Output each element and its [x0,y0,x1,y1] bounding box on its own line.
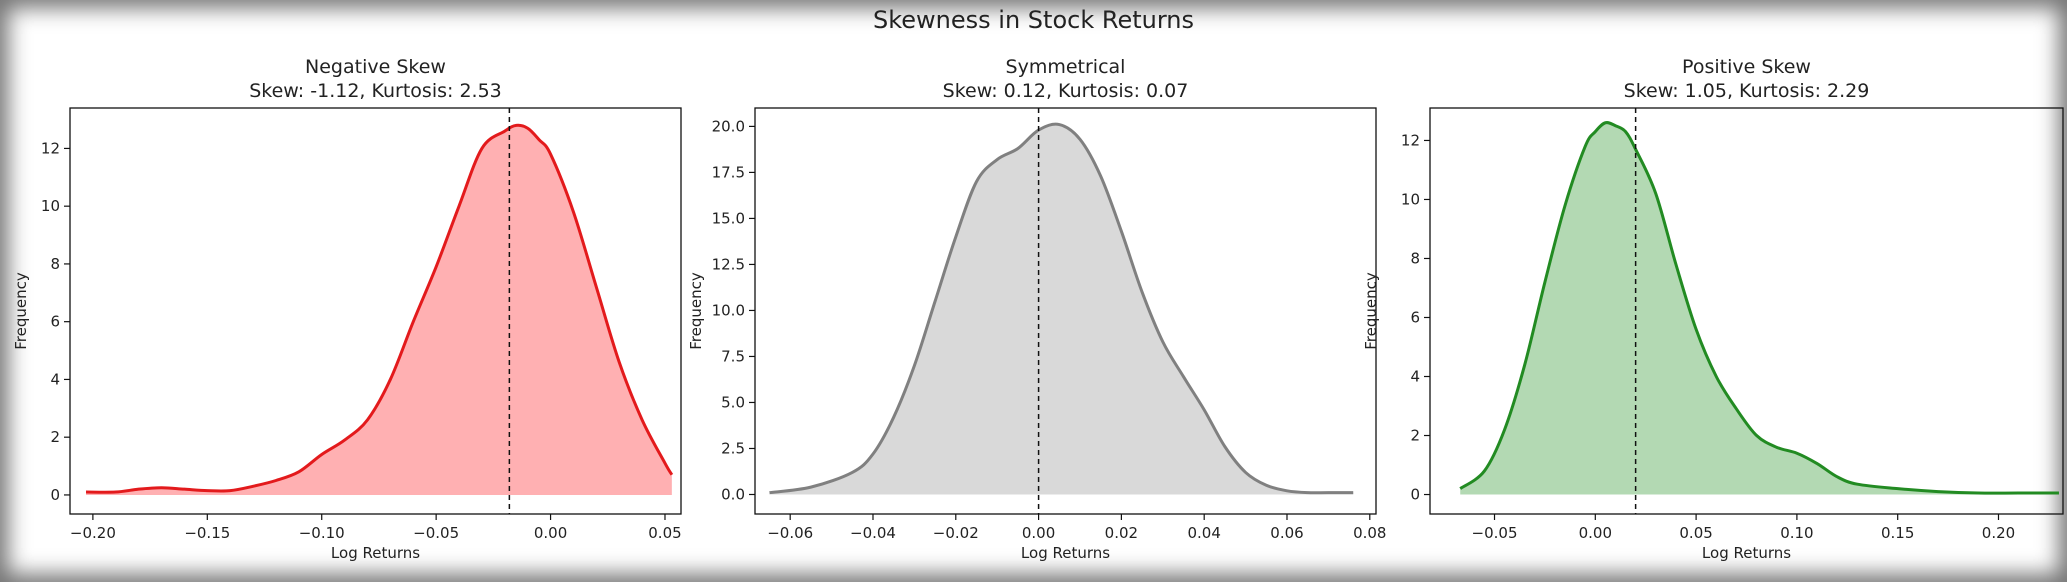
density-line [769,122,1354,495]
x-tick-label: 0.00 [1579,524,1612,542]
y-axis-label: Frequency [12,272,30,350]
y-tick-label: 0 [50,486,60,504]
y-tick-label: 12.5 [712,255,745,273]
y-tick-label: 17.5 [712,163,745,181]
y-tick-label: 0.0 [721,485,745,503]
y-tick-label: 4 [50,370,60,388]
subplot-title: Symmetrical [1006,56,1126,78]
x-tick-label: 0.00 [1022,524,1055,542]
y-tick-label: 10.0 [712,301,745,319]
x-tick-label: 0.10 [1780,524,1813,542]
x-axis-label: Log Returns [1021,544,1110,562]
y-tick-label: 2 [50,428,60,446]
y-tick-label: 10 [41,197,60,215]
y-tick-label: 2.5 [721,439,745,457]
density-area [769,124,1354,495]
x-tick-label: 0.04 [1187,524,1220,542]
x-tick-label: −0.10 [299,524,345,542]
y-tick-label: 0 [1410,486,1420,504]
density-line [86,123,674,494]
x-axis-label: Log Returns [1702,544,1791,562]
y-tick-label: 4 [1410,368,1420,386]
y-tick-label: 10 [1401,190,1420,208]
axes-frame [69,107,682,515]
y-tick-label: 7.5 [721,347,745,365]
y-tick-label: 5.0 [721,393,745,411]
figure-title: Skewness in Stock Returns [873,6,1194,34]
y-axis-label: Frequency [1362,272,1380,350]
x-tick-label: 0.08 [1353,524,1386,542]
x-tick-label: 0.06 [1270,524,1303,542]
y-axis-label: Frequency [687,272,705,350]
y-tick-label: 6 [1410,308,1420,326]
density-line [1459,121,2059,495]
subplot-subtitle: Skew: -1.12, Kurtosis: 2.53 [249,80,502,102]
density-area [86,125,672,495]
subplot-title: Negative Skew [305,56,446,78]
y-tick-label: 8 [50,255,60,273]
x-tick-label: −0.05 [1472,524,1518,542]
x-tick-label: −0.02 [933,524,979,542]
x-tick-label: 0.05 [648,524,681,542]
x-axis-label: Log Returns [331,544,420,562]
density-area [1460,122,2059,495]
y-tick-label: 12 [41,139,60,157]
y-tick-label: 12 [1401,131,1420,149]
subplot-subtitle: Skew: 0.12, Kurtosis: 0.07 [943,80,1189,102]
x-tick-label: 0.20 [1982,524,2015,542]
x-tick-label: 0.00 [534,524,567,542]
x-tick-label: 0.05 [1679,524,1712,542]
axes-frame [1429,107,2064,515]
subplot-subtitle: Skew: 1.05, Kurtosis: 2.29 [1624,80,1870,102]
x-tick-label: 0.02 [1105,524,1138,542]
x-tick-label: −0.20 [70,524,116,542]
y-tick-label: 6 [50,313,60,331]
x-tick-label: −0.15 [184,524,230,542]
x-tick-label: −0.04 [850,524,896,542]
y-tick-label: 20.0 [712,117,745,135]
x-tick-label: 0.15 [1881,524,1914,542]
y-tick-label: 15.0 [712,209,745,227]
subplot-title: Positive Skew [1682,56,1811,78]
y-tick-label: 8 [1410,249,1420,267]
x-tick-label: −0.05 [413,524,459,542]
x-tick-label: −0.06 [767,524,813,542]
y-tick-label: 2 [1410,427,1420,445]
